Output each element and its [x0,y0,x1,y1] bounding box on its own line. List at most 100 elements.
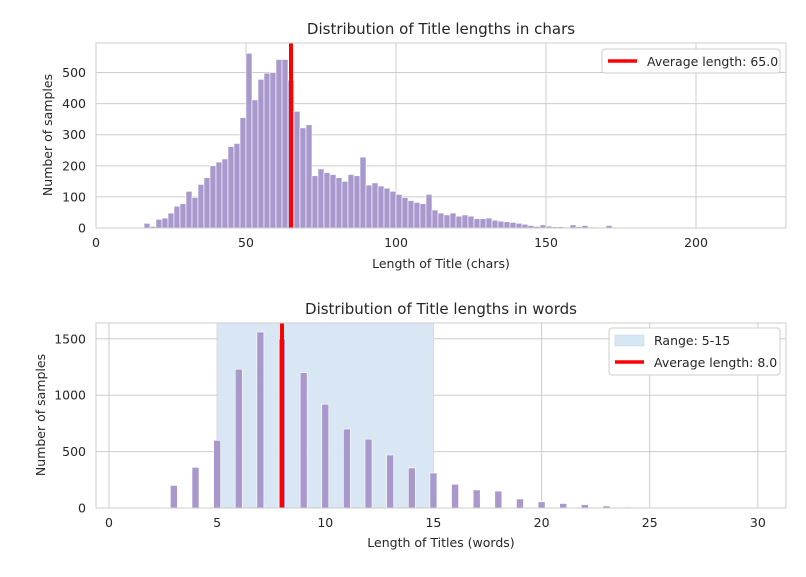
chart-chars-bar [407,200,415,229]
chart-chars-bar [323,172,331,229]
chart-words-y-tick-label: 1500 [54,331,86,346]
chart-words-bar [299,372,308,509]
chart-words-bar [386,454,394,509]
chart-words-bar [494,490,503,509]
chart-chars-bar [191,197,199,229]
chart-chars-spines [95,42,787,229]
chart-chars-bar [395,194,403,229]
chart-chars-bar [221,158,229,229]
chart-chars-bar [257,79,265,229]
chart-chars-bar [227,146,235,229]
chart-chars-bar [143,223,151,229]
chart-chars-bar [443,214,451,229]
chart-words-spines [95,322,787,509]
chart-words-y-tick-label: 500 [62,444,86,459]
chart-words-bar [321,403,330,509]
chart-chars-bar [485,217,493,229]
chart-words-bar [407,467,416,509]
chart-chars-x-label: Length of Title (chars) [372,256,510,271]
chart-words-x-tick-label: 25 [642,515,658,530]
chart-words-x-tick-label: 20 [534,515,550,530]
chart-chars-bar [251,99,259,229]
chart-words-x-tick-label: 15 [425,515,441,530]
chart-chars-bar [437,212,445,229]
chart-words-y-tick-label: 1000 [54,388,86,403]
chart-words-legend-line-label: Average length: 8.0 [654,355,777,370]
chart-chars-x-tick-label: 200 [684,235,708,250]
chart-words-legend: Range: 5-15 Average length: 8.0 [608,327,781,376]
chart-words-x-tick-label: 10 [317,515,333,530]
chart-chars-bar [377,185,385,229]
chart-chars-bar [341,181,349,229]
chart-chars-bar [497,220,505,229]
chart-chars-bar [305,124,313,229]
chart-words-y-ticks: 0 500 1000 1500 [54,331,86,515]
chart-chars-legend-label: Average length: 65.0 [647,54,778,69]
chart-words-x-tick-label: 5 [213,515,221,530]
chart-chars-x-tick-label: 100 [384,235,408,250]
chart-chars-y-tick-label: 300 [62,127,86,142]
chart-chars-bar [389,191,397,229]
chart-chars-bar [425,194,433,229]
chart-words-bar [191,467,200,509]
chart-chars-bar [347,174,355,229]
chart-chars-bar [179,203,187,229]
chart-words-y-tick-label: 0 [78,501,86,516]
chart-words-bar [451,484,459,509]
chart-chars-bars [143,52,613,229]
chart-words-title: Distribution of Title lengths in words [305,300,577,318]
chart-chars-bar [281,59,289,229]
chart-chars-bar [455,215,463,229]
chart-chars-bar [479,218,487,229]
chart-words-bar [213,440,221,509]
chart-chars-bar [449,212,457,229]
chart-chars-bar [383,187,391,229]
chart-chars-bar [473,218,481,229]
chart-chars-legend-box [601,48,781,74]
chart-words-legend-box [608,327,781,376]
chart-chars-bar [155,218,163,229]
chart-words-bar [256,331,265,509]
chart-chars-bar [431,209,439,229]
chart-chars-y-tick-label: 200 [62,158,86,173]
chart-chars-bar [263,72,271,229]
chart-words-bar [343,428,351,509]
chart-chars-bar [275,59,283,229]
chart-chars-x-tick-label: 50 [238,235,254,250]
chart-chars: Distribution of Title lengths in chars 0… [40,20,787,271]
chart-words-bar [364,438,373,509]
chart-chars-bar [335,177,343,229]
chart-words: Distribution of Title lengths in words 0… [33,300,787,550]
chart-chars-bar [317,168,325,229]
chart-chars-bar [185,191,193,229]
chart-words-x-tick-label: 30 [750,515,766,530]
chart-chars-bar [491,219,499,229]
chart-chars-bar [233,143,241,229]
chart-chars-legend: Average length: 65.0 [601,48,781,74]
chart-chars-bar [401,197,409,229]
chart-words-y-label: Number of samples [33,354,48,476]
chart-chars-bar [371,182,379,229]
chart-chars-x-ticks: 0 50 100 150 200 [92,235,708,250]
chart-words-legend-band-swatch [614,334,645,347]
chart-chars-y-tick-label: 0 [78,221,86,236]
chart-chars-x-tick-label: 150 [534,235,558,250]
chart-words-x-label: Length of Titles (words) [367,535,514,550]
chart-words-x-tick-label: 0 [105,515,113,530]
chart-chars-bar [359,156,367,229]
chart-words-bar [559,503,568,509]
chart-chars-y-tick-label: 400 [62,96,86,111]
chart-words-bar [234,368,243,509]
chart-chars-bar [269,72,277,229]
chart-words-bar [516,498,524,509]
chart-chars-bar [419,203,427,229]
chart-chars-x-tick-label: 0 [92,235,100,250]
chart-words-bar [429,472,438,509]
chart-chars-bar [215,161,223,229]
chart-chars-y-label: Number of samples [40,74,55,196]
chart-chars-bar [311,175,319,229]
chart-chars-bar [365,184,373,229]
chart-chars-bar [467,215,475,229]
chart-words-bar [170,485,178,509]
